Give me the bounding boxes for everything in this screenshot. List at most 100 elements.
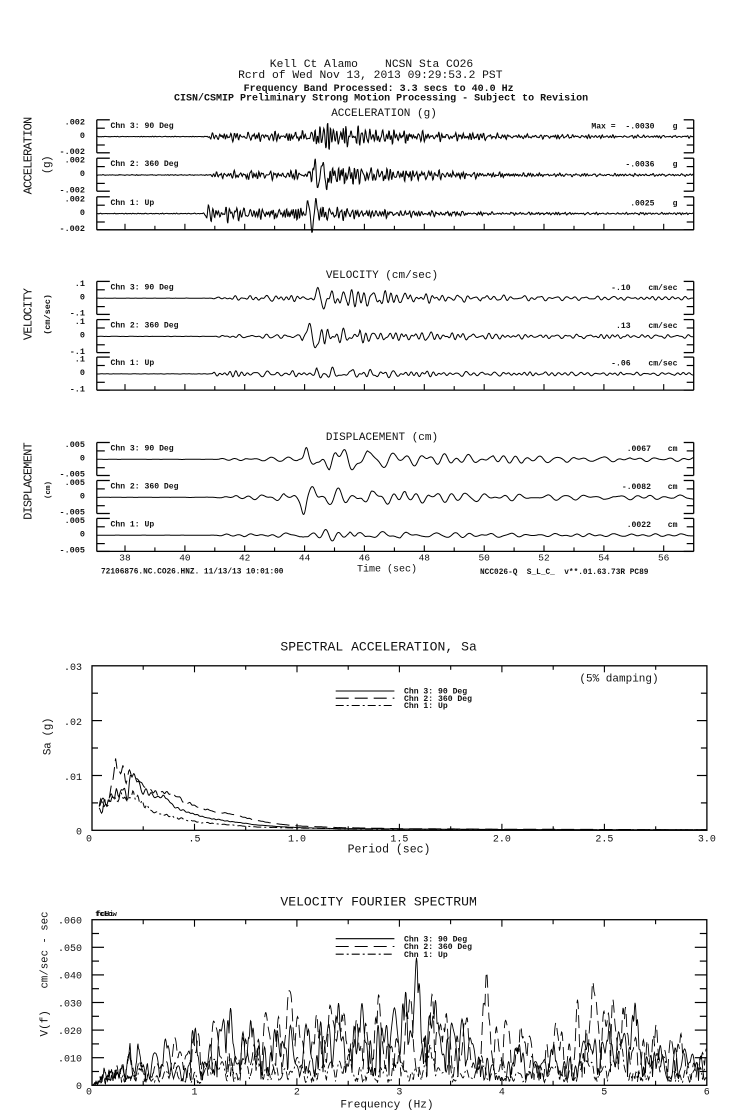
svg-text:Chn 2: 360 Deg: Chn 2: 360 Deg bbox=[404, 943, 472, 952]
svg-text:-.005: -.005 bbox=[59, 470, 85, 480]
svg-text:ACCELERATION (g): ACCELERATION (g) bbox=[331, 108, 437, 120]
svg-text:46: 46 bbox=[359, 553, 371, 564]
svg-text:56: 56 bbox=[658, 553, 670, 564]
svg-text:g: g bbox=[673, 122, 678, 131]
svg-text:.060: .060 bbox=[58, 917, 82, 928]
svg-text:0: 0 bbox=[80, 131, 85, 141]
svg-text:cm/sec: cm/sec bbox=[648, 322, 677, 331]
svg-text:CISN/CSMIP Preliminary Strong: CISN/CSMIP Preliminary Strong Motion Pro… bbox=[174, 93, 588, 105]
svg-text:1.0: 1.0 bbox=[288, 835, 306, 846]
svg-text:Time (sec): Time (sec) bbox=[357, 564, 417, 576]
svg-text:DISPLACEMENT: DISPLACEMENT bbox=[22, 443, 36, 520]
svg-text:.5: .5 bbox=[188, 835, 200, 846]
svg-text:(5% damping): (5% damping) bbox=[579, 674, 658, 686]
svg-text:.040: .040 bbox=[58, 972, 82, 983]
svg-text:0: 0 bbox=[86, 835, 92, 846]
svg-text:0: 0 bbox=[80, 169, 85, 179]
svg-text:48: 48 bbox=[419, 553, 431, 564]
svg-text:g: g bbox=[673, 199, 678, 208]
svg-text:2.5: 2.5 bbox=[595, 835, 613, 846]
svg-text:0: 0 bbox=[80, 208, 85, 218]
svg-text:-.005: -.005 bbox=[59, 546, 85, 556]
svg-text:Chn 3: 90 Deg: Chn 3: 90 Deg bbox=[111, 445, 174, 454]
svg-text:1: 1 bbox=[191, 1088, 197, 1099]
svg-text:Chn 2: 360 Deg: Chn 2: 360 Deg bbox=[111, 160, 179, 169]
svg-text:52: 52 bbox=[538, 553, 550, 564]
svg-text:.002: .002 bbox=[65, 194, 85, 204]
svg-text:44: 44 bbox=[299, 553, 311, 564]
svg-text:0: 0 bbox=[80, 368, 85, 378]
svg-text:V(f): V(f) bbox=[40, 1010, 52, 1036]
svg-text:0: 0 bbox=[80, 454, 85, 464]
svg-text:.010: .010 bbox=[58, 1055, 82, 1066]
svg-text:VELOCITY (cm/sec): VELOCITY (cm/sec) bbox=[326, 270, 438, 282]
svg-text:Chn 3: 90 Deg: Chn 3: 90 Deg bbox=[404, 935, 467, 944]
svg-text:fcLow: fcLow bbox=[95, 911, 117, 919]
svg-text:0: 0 bbox=[80, 331, 85, 341]
svg-text:6: 6 bbox=[704, 1088, 710, 1099]
svg-text:Chn 1: Up: Chn 1: Up bbox=[111, 520, 155, 529]
svg-text:72106876.NC.CO26.HNZ. 11/13/13: 72106876.NC.CO26.HNZ. 11/13/13 10:01:00 bbox=[101, 568, 284, 576]
svg-text:Period (sec): Period (sec) bbox=[348, 844, 431, 857]
svg-text:DISPLACEMENT (cm): DISPLACEMENT (cm) bbox=[326, 432, 438, 444]
svg-text:Chn 3: 90 Deg: Chn 3: 90 Deg bbox=[404, 688, 467, 697]
svg-text:Chn 2: 360 Deg: Chn 2: 360 Deg bbox=[404, 695, 472, 704]
svg-text:.02: .02 bbox=[64, 718, 82, 729]
svg-text:-.0036: -.0036 bbox=[625, 161, 654, 170]
svg-text:-.002: -.002 bbox=[59, 147, 85, 157]
svg-text:-.1: -.1 bbox=[70, 384, 85, 394]
svg-text:0: 0 bbox=[76, 1082, 82, 1093]
svg-text:-.002: -.002 bbox=[59, 185, 85, 195]
svg-text:cm: cm bbox=[668, 445, 678, 454]
svg-text:Chn 1: Up: Chn 1: Up bbox=[404, 702, 448, 711]
svg-text:0: 0 bbox=[86, 1088, 92, 1099]
svg-text:4: 4 bbox=[499, 1088, 505, 1099]
svg-text:Frequency (Hz): Frequency (Hz) bbox=[340, 1100, 433, 1112]
svg-text:42: 42 bbox=[239, 553, 251, 564]
svg-text:cm/sec - sec: cm/sec - sec bbox=[40, 912, 52, 989]
svg-text:1.5: 1.5 bbox=[390, 835, 408, 846]
svg-text:(g): (g) bbox=[42, 156, 54, 174]
svg-text:.1: .1 bbox=[75, 355, 85, 365]
svg-text:fcHi: fcHi bbox=[96, 911, 114, 919]
svg-text:.002: .002 bbox=[65, 156, 85, 166]
svg-text:Rcrd of Wed Nov 13, 2013 09:29: Rcrd of Wed Nov 13, 2013 09:29:53.2 PST bbox=[238, 70, 503, 82]
svg-text:0: 0 bbox=[80, 292, 85, 302]
svg-text:VELOCITY: VELOCITY bbox=[22, 288, 36, 340]
svg-text:g: g bbox=[673, 161, 678, 170]
svg-text:5: 5 bbox=[601, 1088, 607, 1099]
svg-text:cm/sec: cm/sec bbox=[648, 360, 677, 369]
svg-text:.13: .13 bbox=[616, 322, 631, 331]
svg-text:Chn 2: 360 Deg: Chn 2: 360 Deg bbox=[111, 483, 179, 492]
svg-text:40: 40 bbox=[179, 553, 191, 564]
svg-text:0: 0 bbox=[80, 492, 85, 502]
svg-text:54: 54 bbox=[598, 553, 610, 564]
svg-text:cm: cm bbox=[668, 483, 678, 492]
svg-text:Chn 1: Up: Chn 1: Up bbox=[111, 199, 155, 208]
svg-text:0: 0 bbox=[76, 828, 82, 839]
svg-text:.0025: .0025 bbox=[630, 199, 654, 208]
svg-text:.0022: .0022 bbox=[627, 521, 651, 530]
svg-text:.01: .01 bbox=[64, 773, 82, 784]
svg-text:-.005: -.005 bbox=[59, 508, 85, 518]
svg-text:cm: cm bbox=[668, 521, 678, 530]
svg-text:.005: .005 bbox=[65, 516, 85, 526]
svg-text:-.06: -.06 bbox=[611, 360, 631, 369]
svg-text:0: 0 bbox=[80, 529, 85, 539]
svg-text:.005: .005 bbox=[65, 478, 85, 488]
svg-text:ACCELERATION: ACCELERATION bbox=[22, 117, 36, 194]
svg-text:.005: .005 bbox=[65, 440, 85, 450]
svg-text:-.10: -.10 bbox=[611, 284, 631, 293]
svg-text:Chn 3: 90 Deg: Chn 3: 90 Deg bbox=[111, 283, 174, 292]
svg-text:3: 3 bbox=[396, 1088, 402, 1099]
svg-text:.002: .002 bbox=[65, 117, 85, 127]
svg-text:Chn 2: 360 Deg: Chn 2: 360 Deg bbox=[111, 322, 179, 331]
svg-text:Chn 1: Up: Chn 1: Up bbox=[404, 951, 448, 960]
svg-text:.030: .030 bbox=[58, 999, 82, 1010]
svg-text:Kell Ct Alamo NCSN Sta CO26: Kell Ct Alamo NCSN Sta CO26 bbox=[270, 59, 474, 71]
svg-text:-.002: -.002 bbox=[59, 224, 85, 234]
svg-text:2.0: 2.0 bbox=[493, 835, 511, 846]
svg-text:.050: .050 bbox=[58, 944, 82, 955]
svg-text:-.1: -.1 bbox=[70, 309, 85, 319]
svg-text:cm/sec: cm/sec bbox=[648, 284, 677, 293]
